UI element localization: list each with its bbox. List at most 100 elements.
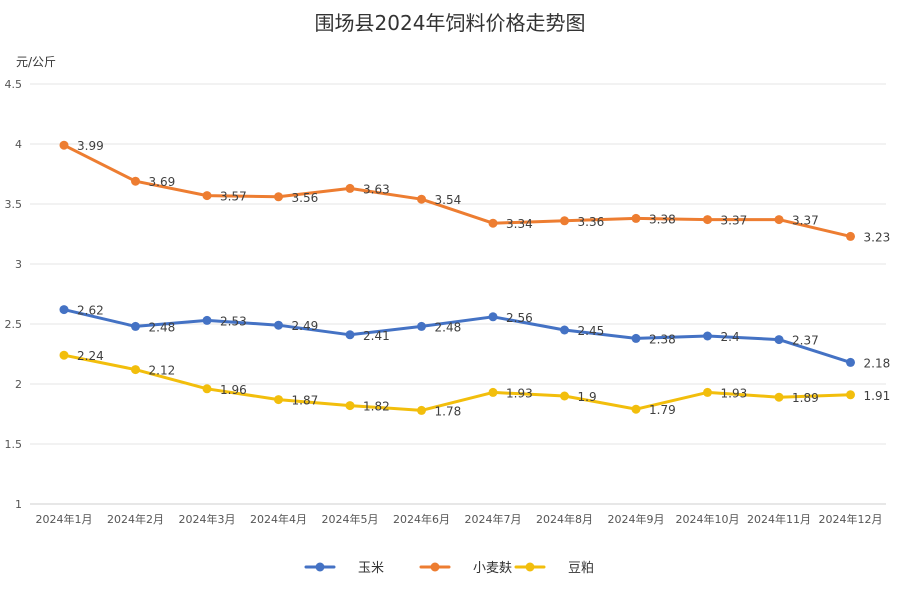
data-label: 1.91: [864, 389, 891, 403]
data-label: 1.93: [721, 386, 748, 400]
data-label: 2.37: [792, 334, 819, 348]
data-label: 1.82: [363, 400, 390, 414]
data-label: 2.56: [506, 311, 533, 325]
x-tick-label: 2024年11月: [747, 512, 811, 526]
data-point: [202, 384, 212, 394]
data-label: 3.36: [578, 215, 605, 229]
legend-dot-marker: [430, 562, 440, 572]
y-tick-label: 1.5: [5, 438, 23, 451]
data-label: 1.96: [220, 383, 247, 397]
data-label: 2.24: [77, 349, 104, 363]
data-label: 3.69: [149, 175, 176, 189]
data-label: 1.9: [578, 390, 597, 404]
data-point: [202, 315, 212, 325]
data-label: 2.45: [578, 324, 605, 338]
x-axis-ticks: 2024年1月 2024年2月 2024年3月 2024年4月 2024年5月 2024年…: [36, 512, 883, 526]
data-point: [417, 405, 426, 415]
data-labels: 2.62 2.48 2.53 2.49 2.41 2.48 2.56 2.45 2.38 2.4 2…: [77, 139, 890, 418]
data-point: [774, 215, 784, 225]
data-label: 3.57: [220, 190, 247, 204]
series-line: [62, 353, 852, 412]
x-tick-label: 2024年1月: [36, 512, 93, 526]
y-tick-label: 1: [15, 498, 22, 511]
x-tick-label: 2024年4月: [250, 512, 307, 526]
data-label: 3.37: [792, 214, 819, 228]
data-label: 2.48: [435, 320, 462, 334]
data-point: [560, 216, 569, 226]
x-tick-label: 2024年9月: [608, 512, 665, 526]
data-point: [59, 350, 69, 360]
data-point: [274, 395, 283, 405]
data-point: [274, 320, 283, 330]
data-point: [345, 401, 355, 411]
gridlines: [30, 83, 886, 505]
data-point: [703, 387, 712, 397]
legend-label: 玉米: [358, 561, 384, 576]
data-point: [59, 140, 69, 150]
y-axis-ticks: 1 1.5 2 2.5 3 3.5 4 4.5: [5, 78, 23, 511]
data-label: 2.38: [649, 332, 676, 346]
series-line: [62, 308, 852, 364]
series-line: [62, 143, 852, 238]
data-point: [560, 391, 569, 401]
y-axis-unit-label: 元/公斤: [16, 55, 56, 69]
data-point: [560, 325, 569, 335]
data-point: [59, 305, 69, 315]
data-label: 3.38: [649, 212, 676, 226]
data-label: 2.53: [220, 314, 247, 328]
data-point: [846, 357, 855, 367]
data-point: [345, 183, 355, 193]
chart-title: 围场县2024年饲料价格走势图: [315, 11, 586, 35]
data-point: [345, 330, 355, 340]
data-point: [703, 331, 712, 341]
y-tick-label: 3: [15, 258, 22, 271]
data-point: [631, 333, 641, 343]
data-label: 3.37: [721, 214, 748, 228]
legend: 玉米 小麦麸 豆粕: [304, 561, 594, 576]
series-lines: [59, 140, 855, 415]
data-label: 3.63: [363, 182, 390, 196]
legend-dot-marker: [315, 562, 325, 572]
data-label: 2.62: [77, 304, 104, 318]
x-tick-label: 2024年10月: [676, 512, 740, 526]
data-label: 1.87: [292, 394, 319, 408]
data-label: 2.18: [864, 356, 891, 370]
data-label: 2.49: [292, 319, 319, 333]
legend-label: 豆粕: [568, 561, 594, 576]
y-tick-label: 2: [15, 378, 22, 391]
data-point: [202, 191, 212, 201]
data-label: 1.78: [435, 404, 462, 418]
x-tick-label: 2024年6月: [393, 512, 450, 526]
x-tick-label: 2024年3月: [179, 512, 236, 526]
data-point: [631, 213, 641, 223]
data-label: 3.23: [864, 230, 891, 244]
data-point: [846, 390, 855, 400]
data-point: [131, 365, 140, 375]
data-label: 2.12: [149, 364, 176, 378]
x-tick-label: 2024年7月: [465, 512, 522, 526]
y-tick-label: 4.5: [5, 78, 23, 91]
data-point: [774, 392, 784, 402]
y-tick-label: 2.5: [5, 318, 23, 331]
y-tick-label: 4: [15, 138, 22, 151]
data-label: 1.93: [506, 386, 533, 400]
data-label: 3.54: [435, 193, 462, 207]
data-label: 1.79: [649, 403, 676, 417]
data-label: 3.34: [506, 217, 533, 231]
data-label: 3.56: [292, 191, 319, 205]
data-point: [488, 312, 498, 322]
data-point: [774, 335, 784, 345]
data-point: [417, 194, 426, 204]
data-point: [846, 231, 855, 241]
x-tick-label: 2024年12月: [819, 512, 883, 526]
data-point: [631, 404, 641, 414]
data-point: [131, 176, 140, 186]
y-tick-label: 3.5: [5, 198, 23, 211]
data-label: 2.4: [721, 330, 740, 344]
data-point: [488, 218, 498, 228]
data-label: 2.41: [363, 329, 390, 343]
data-label: 3.99: [77, 139, 104, 153]
data-point: [488, 387, 498, 397]
